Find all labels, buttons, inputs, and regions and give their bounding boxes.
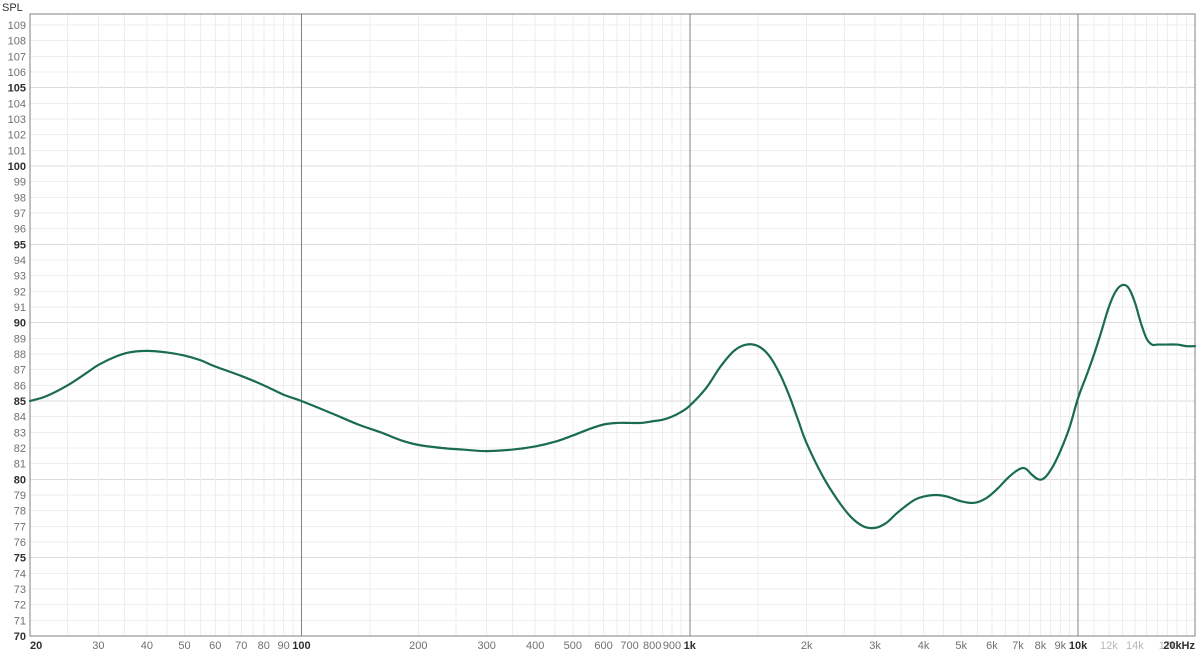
y-tick-label: 88 xyxy=(14,349,26,361)
x-tick-label: 800 xyxy=(643,640,661,652)
y-tick-label: 89 xyxy=(14,333,26,345)
y-tick-label: 71 xyxy=(14,615,26,627)
x-tick-label: 12k xyxy=(1100,640,1118,652)
y-tick-label: 84 xyxy=(14,412,26,424)
x-tick-label: 600 xyxy=(594,640,612,652)
y-tick-label: 101 xyxy=(8,145,26,157)
y-tick-label: 85 xyxy=(14,396,26,408)
x-tick-label: 7k xyxy=(1012,640,1024,652)
y-tick-label: 91 xyxy=(14,302,26,314)
y-tick-label: 82 xyxy=(14,443,26,455)
chart-svg: 70 71 72 73 74 75 76 77 78 79 80 81 82 83 84 85 86 87 88 89… xyxy=(0,0,1200,654)
y-tick-label: 72 xyxy=(14,600,26,612)
y-tick-label: 105 xyxy=(8,83,26,95)
y-tick-label: 94 xyxy=(14,255,26,267)
x-tick-label: 700 xyxy=(620,640,638,652)
x-tick-label: 8k xyxy=(1035,640,1047,652)
y-tick-label: 93 xyxy=(14,271,26,283)
x-tick-label: 60 xyxy=(209,640,221,652)
y-tick-label: 75 xyxy=(14,553,26,565)
x-tick-label: 200 xyxy=(409,640,427,652)
y-tick-label: 100 xyxy=(8,161,26,173)
x-tick-label: 100 xyxy=(292,640,310,652)
x-tick-label: 6k xyxy=(986,640,998,652)
y-tick-label: 108 xyxy=(8,36,26,48)
y-tick-label: 81 xyxy=(14,459,26,471)
spl-frequency-chart: 70 71 72 73 74 75 76 77 78 79 80 81 82 83 84 85 86 87 88 89… xyxy=(0,0,1200,654)
x-tick-label: 900 xyxy=(663,640,681,652)
y-tick-label: 99 xyxy=(14,177,26,189)
y-tick-label: 77 xyxy=(14,521,26,533)
x-tick-label: 50 xyxy=(178,640,190,652)
y-axis-title: SPL xyxy=(2,2,23,14)
x-tick-label: 4k xyxy=(918,640,930,652)
y-tick-label: 70 xyxy=(14,631,26,643)
y-tick-label: 98 xyxy=(14,192,26,204)
y-tick-label: 80 xyxy=(14,474,26,486)
y-tick-label: 103 xyxy=(8,114,26,126)
y-tick-label: 106 xyxy=(8,67,26,79)
y-tick-label: 90 xyxy=(14,318,26,330)
x-tick-label: 80 xyxy=(258,640,270,652)
y-tick-label: 78 xyxy=(14,506,26,518)
y-tick-label: 96 xyxy=(14,224,26,236)
x-tick-label: 14k xyxy=(1126,640,1144,652)
y-tick-label: 92 xyxy=(14,286,26,298)
x-tick-label: 20 xyxy=(30,640,42,652)
x-tick-label: 400 xyxy=(526,640,544,652)
y-tick-label: 87 xyxy=(14,365,26,377)
x-tick-label: 30 xyxy=(92,640,104,652)
y-tick-label: 104 xyxy=(8,98,26,110)
x-axis-unit: 20kHz xyxy=(1163,640,1195,652)
x-tick-label: 500 xyxy=(564,640,582,652)
y-tick-label: 79 xyxy=(14,490,26,502)
y-tick-label: 95 xyxy=(14,239,26,251)
y-tick-label: 76 xyxy=(14,537,26,549)
x-tick-label: 1k xyxy=(684,640,697,652)
y-tick-label: 86 xyxy=(14,380,26,392)
y-tick-label: 102 xyxy=(8,130,26,142)
x-tick-label: 70 xyxy=(235,640,247,652)
x-tick-label: 90 xyxy=(278,640,290,652)
y-tick-label: 107 xyxy=(8,51,26,63)
y-tick-label: 97 xyxy=(14,208,26,220)
x-tick-label: 9k xyxy=(1055,640,1067,652)
x-tick-label: 10k xyxy=(1069,640,1088,652)
y-tick-label: 73 xyxy=(14,584,26,596)
x-tick-label: 300 xyxy=(478,640,496,652)
x-tick-label: 40 xyxy=(141,640,153,652)
y-tick-label: 74 xyxy=(14,568,26,580)
x-tick-label: 2k xyxy=(801,640,813,652)
y-tick-label: 83 xyxy=(14,427,26,439)
x-tick-label: 3k xyxy=(869,640,881,652)
y-tick-label: 109 xyxy=(8,20,26,32)
x-tick-label: 5k xyxy=(955,640,967,652)
